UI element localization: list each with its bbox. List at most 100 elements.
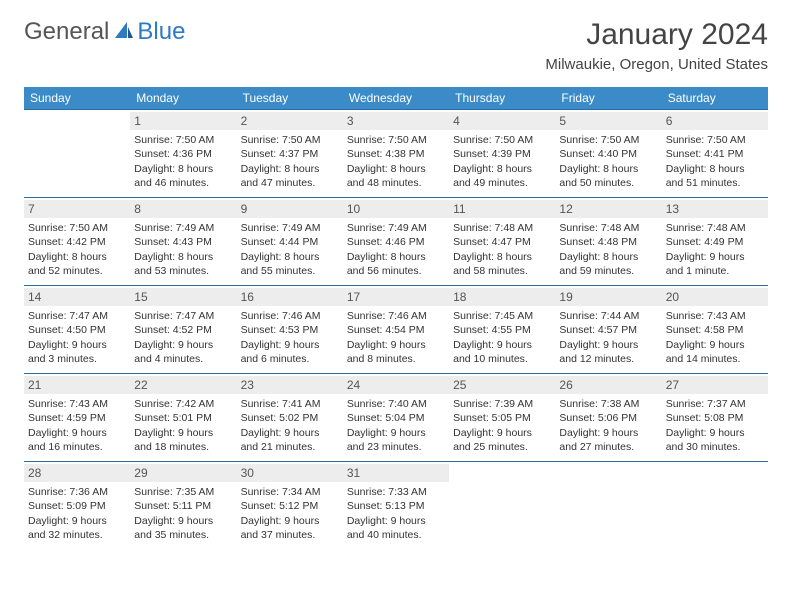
calendar-day-cell: 25Sunrise: 7:39 AMSunset: 5:05 PMDayligh…: [449, 374, 555, 462]
calendar-day-cell: 18Sunrise: 7:45 AMSunset: 4:55 PMDayligh…: [449, 286, 555, 374]
daylight-line: Daylight: 8 hours and 56 minutes.: [347, 250, 445, 278]
calendar-day-cell: 19Sunrise: 7:44 AMSunset: 4:57 PMDayligh…: [555, 286, 661, 374]
sunrise-line: Sunrise: 7:49 AM: [347, 221, 445, 235]
sunset-line: Sunset: 4:42 PM: [28, 235, 126, 249]
calendar-day-cell: 31Sunrise: 7:33 AMSunset: 5:13 PMDayligh…: [343, 462, 449, 550]
sunrise-line: Sunrise: 7:49 AM: [134, 221, 232, 235]
sunset-line: Sunset: 5:08 PM: [666, 411, 764, 425]
day-number: 12: [555, 200, 661, 218]
day-number: 19: [555, 288, 661, 306]
daylight-line: Daylight: 9 hours and 35 minutes.: [134, 514, 232, 542]
day-number: 2: [237, 112, 343, 130]
daylight-line: Daylight: 9 hours and 23 minutes.: [347, 426, 445, 454]
daylight-line: Daylight: 9 hours and 3 minutes.: [28, 338, 126, 366]
sunset-line: Sunset: 4:47 PM: [453, 235, 551, 249]
daylight-line: Daylight: 9 hours and 40 minutes.: [347, 514, 445, 542]
sunrise-line: Sunrise: 7:36 AM: [28, 485, 126, 499]
sunset-line: Sunset: 4:43 PM: [134, 235, 232, 249]
calendar-day-cell: 26Sunrise: 7:38 AMSunset: 5:06 PMDayligh…: [555, 374, 661, 462]
weekday-header: Tuesday: [237, 87, 343, 110]
calendar-day-cell: 11Sunrise: 7:48 AMSunset: 4:47 PMDayligh…: [449, 198, 555, 286]
daylight-line: Daylight: 9 hours and 12 minutes.: [559, 338, 657, 366]
daylight-line: Daylight: 9 hours and 16 minutes.: [28, 426, 126, 454]
sunrise-line: Sunrise: 7:33 AM: [347, 485, 445, 499]
calendar-day-cell: 24Sunrise: 7:40 AMSunset: 5:04 PMDayligh…: [343, 374, 449, 462]
day-number: 6: [662, 112, 768, 130]
sunrise-line: Sunrise: 7:46 AM: [241, 309, 339, 323]
daylight-line: Daylight: 9 hours and 4 minutes.: [134, 338, 232, 366]
day-number: 26: [555, 376, 661, 394]
sunrise-line: Sunrise: 7:38 AM: [559, 397, 657, 411]
daylight-line: Daylight: 8 hours and 50 minutes.: [559, 162, 657, 190]
sunrise-line: Sunrise: 7:35 AM: [134, 485, 232, 499]
day-number: 8: [130, 200, 236, 218]
day-number: 9: [237, 200, 343, 218]
day-number: 22: [130, 376, 236, 394]
day-number: 29: [130, 464, 236, 482]
calendar-day-cell: 3Sunrise: 7:50 AMSunset: 4:38 PMDaylight…: [343, 110, 449, 198]
logo-text-blue: Blue: [137, 18, 185, 46]
day-number: 5: [555, 112, 661, 130]
calendar-week: 14Sunrise: 7:47 AMSunset: 4:50 PMDayligh…: [24, 286, 768, 374]
page-title: January 2024: [545, 18, 768, 52]
sunset-line: Sunset: 4:40 PM: [559, 147, 657, 161]
calendar-day-cell: [449, 462, 555, 550]
day-number: 28: [24, 464, 130, 482]
sunset-line: Sunset: 5:05 PM: [453, 411, 551, 425]
daylight-line: Daylight: 8 hours and 46 minutes.: [134, 162, 232, 190]
daylight-line: Daylight: 9 hours and 25 minutes.: [453, 426, 551, 454]
day-number: 17: [343, 288, 449, 306]
logo-sail-icon: [113, 20, 135, 45]
daylight-line: Daylight: 8 hours and 51 minutes.: [666, 162, 764, 190]
day-number: 1: [130, 112, 236, 130]
sunrise-line: Sunrise: 7:48 AM: [559, 221, 657, 235]
sunset-line: Sunset: 4:44 PM: [241, 235, 339, 249]
calendar-day-cell: 30Sunrise: 7:34 AMSunset: 5:12 PMDayligh…: [237, 462, 343, 550]
calendar-day-cell: 2Sunrise: 7:50 AMSunset: 4:37 PMDaylight…: [237, 110, 343, 198]
calendar-week: 28Sunrise: 7:36 AMSunset: 5:09 PMDayligh…: [24, 462, 768, 550]
sunrise-line: Sunrise: 7:47 AM: [28, 309, 126, 323]
sunset-line: Sunset: 4:50 PM: [28, 323, 126, 337]
sunset-line: Sunset: 5:11 PM: [134, 499, 232, 513]
day-number: 23: [237, 376, 343, 394]
title-block: January 2024 Milwaukie, Oregon, United S…: [545, 18, 768, 73]
sunset-line: Sunset: 4:41 PM: [666, 147, 764, 161]
calendar-table: SundayMondayTuesdayWednesdayThursdayFrid…: [24, 87, 768, 550]
day-number: 14: [24, 288, 130, 306]
daylight-line: Daylight: 9 hours and 37 minutes.: [241, 514, 339, 542]
sunset-line: Sunset: 4:46 PM: [347, 235, 445, 249]
sunset-line: Sunset: 4:49 PM: [666, 235, 764, 249]
weekday-header: Sunday: [24, 87, 130, 110]
calendar-body: 1Sunrise: 7:50 AMSunset: 4:36 PMDaylight…: [24, 110, 768, 550]
calendar-day-cell: 4Sunrise: 7:50 AMSunset: 4:39 PMDaylight…: [449, 110, 555, 198]
daylight-line: Daylight: 8 hours and 58 minutes.: [453, 250, 551, 278]
sunset-line: Sunset: 5:01 PM: [134, 411, 232, 425]
sunrise-line: Sunrise: 7:46 AM: [347, 309, 445, 323]
sunset-line: Sunset: 5:09 PM: [28, 499, 126, 513]
daylight-line: Daylight: 8 hours and 49 minutes.: [453, 162, 551, 190]
calendar-day-cell: 15Sunrise: 7:47 AMSunset: 4:52 PMDayligh…: [130, 286, 236, 374]
calendar-day-cell: 7Sunrise: 7:50 AMSunset: 4:42 PMDaylight…: [24, 198, 130, 286]
day-number: 24: [343, 376, 449, 394]
sunset-line: Sunset: 5:12 PM: [241, 499, 339, 513]
sunset-line: Sunset: 4:38 PM: [347, 147, 445, 161]
sunset-line: Sunset: 5:02 PM: [241, 411, 339, 425]
location-text: Milwaukie, Oregon, United States: [545, 56, 768, 73]
logo: General Blue: [24, 18, 185, 46]
calendar-day-cell: [24, 110, 130, 198]
logo-text-general: General: [24, 18, 109, 46]
calendar-day-cell: 6Sunrise: 7:50 AMSunset: 4:41 PMDaylight…: [662, 110, 768, 198]
daylight-line: Daylight: 9 hours and 27 minutes.: [559, 426, 657, 454]
sunset-line: Sunset: 4:53 PM: [241, 323, 339, 337]
daylight-line: Daylight: 8 hours and 47 minutes.: [241, 162, 339, 190]
weekday-header: Thursday: [449, 87, 555, 110]
sunrise-line: Sunrise: 7:44 AM: [559, 309, 657, 323]
daylight-line: Daylight: 8 hours and 53 minutes.: [134, 250, 232, 278]
sunset-line: Sunset: 4:37 PM: [241, 147, 339, 161]
calendar-day-cell: 28 Sunrise: 7:36 AMSunset: 5:09 PMDayligh…: [24, 462, 130, 550]
day-number: 20: [662, 288, 768, 306]
calendar-day-cell: 10Sunrise: 7:49 AMSunset: 4:46 PMDayligh…: [343, 198, 449, 286]
daylight-line: Daylight: 9 hours and 1 minute.: [666, 250, 764, 278]
daylight-line: Daylight: 9 hours and 32 minutes.: [28, 514, 126, 542]
daylight-line: Daylight: 9 hours and 8 minutes.: [347, 338, 445, 366]
